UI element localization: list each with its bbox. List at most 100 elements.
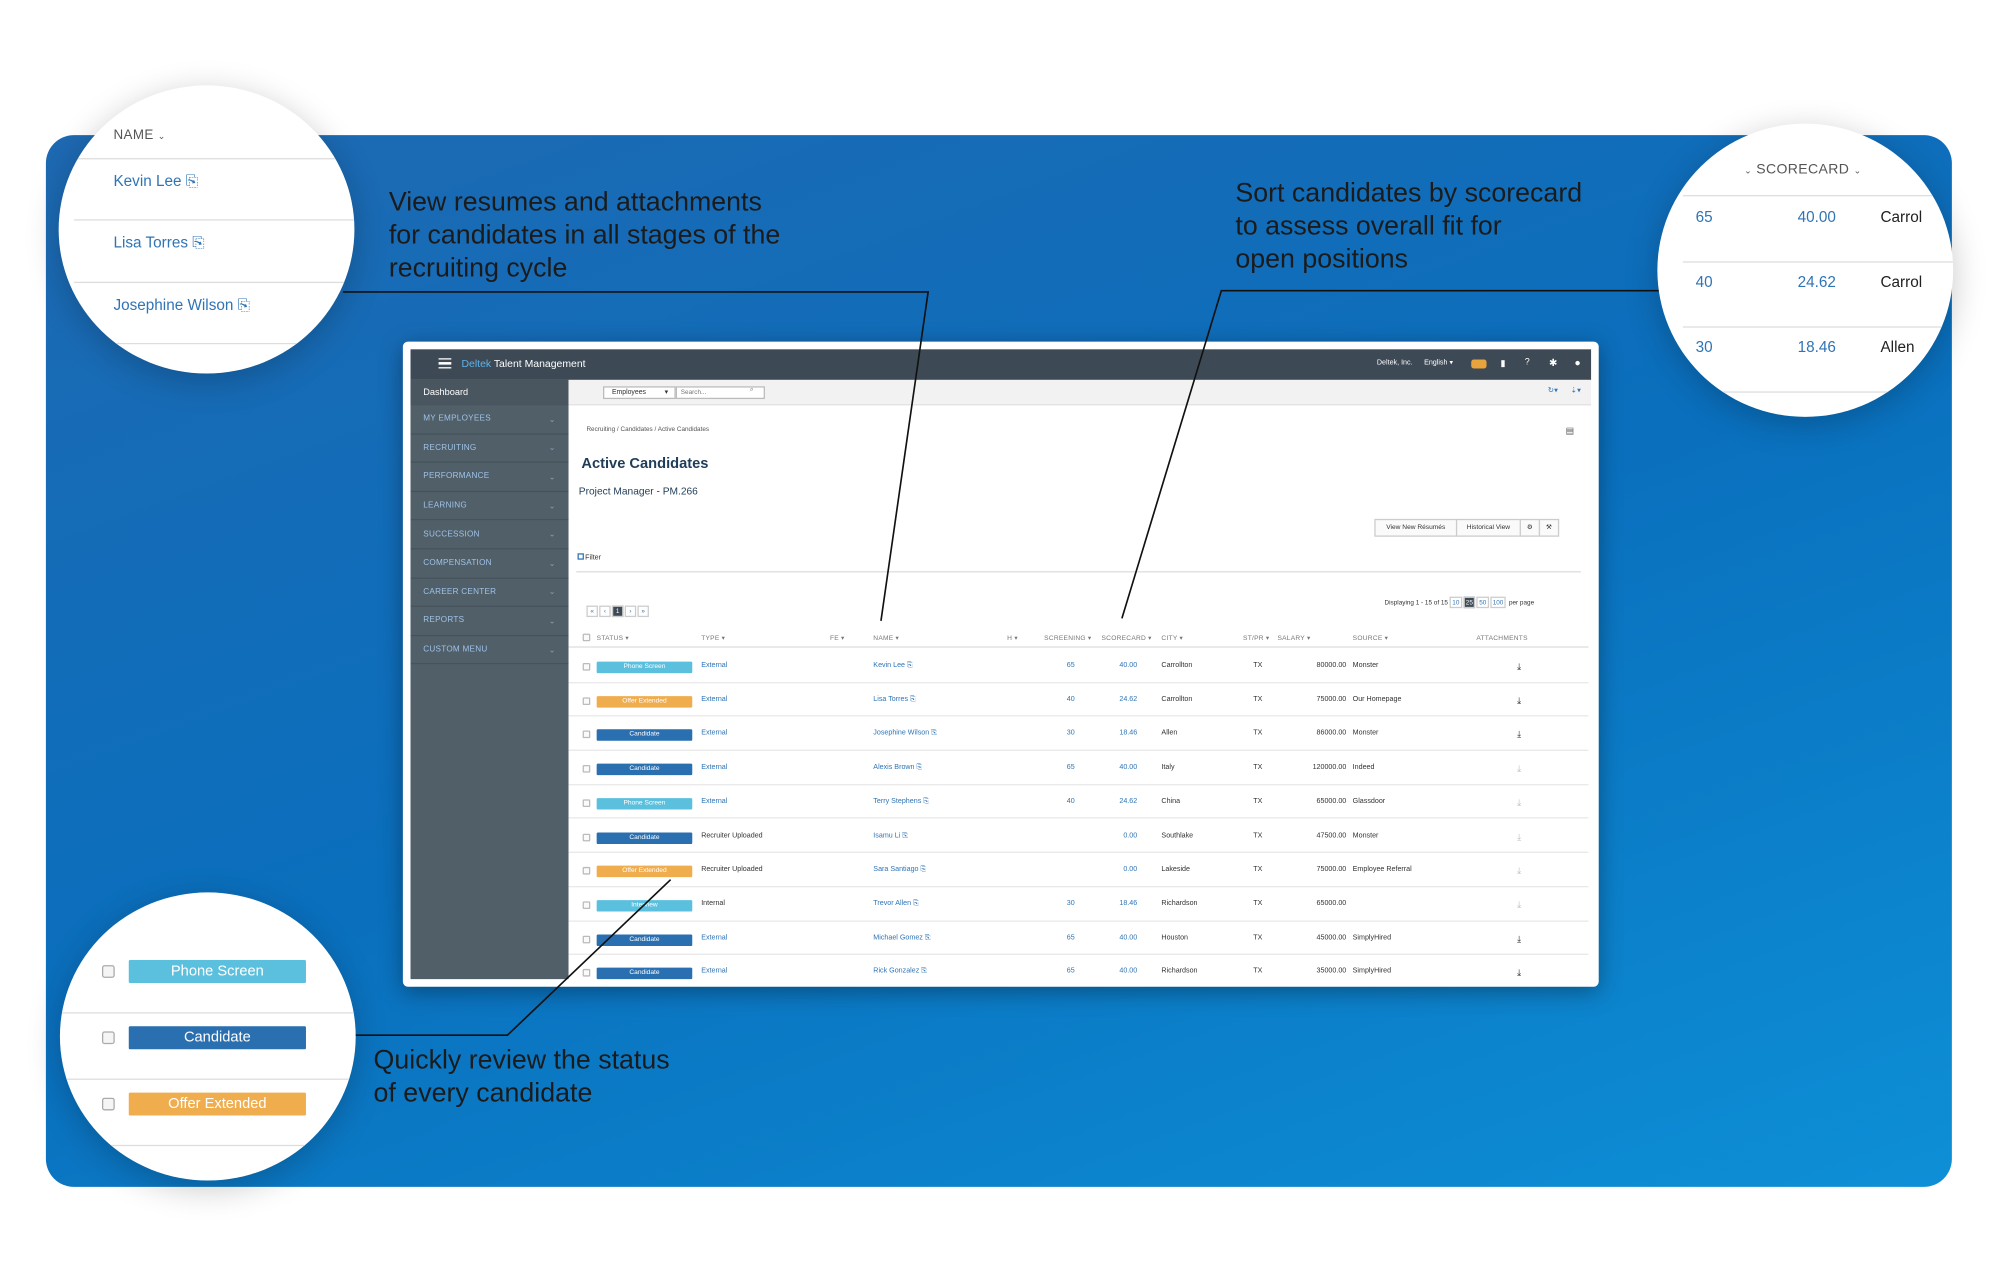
user-icon[interactable]: ● xyxy=(1574,356,1581,369)
download-icon[interactable]: ⤓ xyxy=(1517,935,1522,945)
menu-icon[interactable] xyxy=(438,358,452,369)
document-icon[interactable]: ⎘ xyxy=(920,865,927,874)
sidebar-dashboard[interactable]: Dashboard xyxy=(410,379,569,406)
download-icon[interactable]: ⤓ xyxy=(1517,969,1522,979)
sidebar-item-succession[interactable]: SUCCESSION ⌄ xyxy=(410,521,569,550)
refresh-icon[interactable]: ↻▾ xyxy=(1547,387,1558,396)
candidate-name-link[interactable]: Isamu Li ⎘ xyxy=(873,831,908,840)
scorecard-cell[interactable]: 40.00 xyxy=(1119,968,1138,976)
column-header-salary[interactable]: SALARY ▾ xyxy=(1277,634,1311,643)
row-checkbox[interactable] xyxy=(582,799,591,807)
last-page-button[interactable]: » xyxy=(637,605,649,618)
row-checkbox[interactable] xyxy=(101,1031,115,1045)
book-icon[interactable]: ▮ xyxy=(1500,359,1506,369)
candidate-name-link[interactable]: Sara Santiago ⎘ xyxy=(873,865,927,874)
column-header-name[interactable]: NAME ▾ xyxy=(873,634,900,643)
type-cell[interactable]: External xyxy=(701,763,728,772)
search-scope-select[interactable]: Employees ▾ xyxy=(603,386,676,400)
page-size-25[interactable]: 25 xyxy=(1463,596,1476,609)
search-icon[interactable]: ⌕ xyxy=(749,386,754,394)
table-row[interactable]: Offer Extended External Lisa Torres ⎘ 40 24.… xyxy=(568,683,1589,717)
app-brand[interactable]: Deltek Talent Management xyxy=(461,358,586,370)
download-icon[interactable]: ⤓ xyxy=(1517,901,1522,911)
column-header-scorecard[interactable]: SCORECARD ▾ xyxy=(1101,634,1152,643)
table-row[interactable]: Candidate External Alexis Brown ⎘ 65 40.00 It… xyxy=(568,751,1589,786)
document-icon[interactable]: ⎘ xyxy=(931,729,937,738)
download-icon[interactable]: ⤓ xyxy=(1517,765,1522,774)
candidate-name-link[interactable]: Alexis Brown ⎘ xyxy=(873,763,923,772)
column-header-screening[interactable]: SCREENING ▾ xyxy=(1044,634,1092,643)
row-checkbox[interactable] xyxy=(582,765,591,773)
document-icon[interactable]: ⎘ xyxy=(902,831,908,840)
table-row[interactable]: Candidate Recruiter Uploaded Isamu Li ⎘ 0.0… xyxy=(568,819,1589,854)
download-icon[interactable]: ⤓ xyxy=(1517,662,1522,672)
column-header-attachments[interactable]: ATTACHMENTS xyxy=(1476,634,1528,643)
view-new-resumes-button[interactable]: View New Résumés xyxy=(1374,518,1458,537)
download-icon[interactable]: ⤓ xyxy=(1517,833,1522,843)
table-row[interactable]: Interview Internal Trevor Allen ⎘ 30 18.46 Ri… xyxy=(568,887,1589,922)
type-cell[interactable]: External xyxy=(701,797,728,806)
sidebar-item-learning[interactable]: LEARNING ⌄ xyxy=(410,492,569,521)
scorecard-cell[interactable]: 40.00 xyxy=(1119,661,1138,670)
sidebar-item-performance[interactable]: PERFORMANCE ⌄ xyxy=(410,463,569,492)
scorecard-cell[interactable]: 0.00 xyxy=(1123,831,1138,840)
candidate-name-link[interactable]: Josephine Wilson ⎘ xyxy=(873,729,937,738)
column-header-st-pr[interactable]: ST/PR ▾ xyxy=(1243,634,1270,643)
next-page-button[interactable]: › xyxy=(624,605,637,618)
filter-toggle[interactable]: Filter xyxy=(577,553,601,562)
zoom-scorecard-value[interactable]: 24.62 xyxy=(1797,272,1836,291)
scorecard-cell[interactable]: 24.62 xyxy=(1119,797,1138,806)
zoom-name-row[interactable]: Lisa Torres ⎘ xyxy=(113,233,205,252)
first-page-button[interactable]: « xyxy=(586,605,598,618)
row-checkbox[interactable] xyxy=(101,965,115,978)
document-icon[interactable]: ⎘ xyxy=(916,763,923,772)
candidate-name-link[interactable]: Kevin Lee ⎘ xyxy=(873,661,913,670)
row-checkbox[interactable] xyxy=(582,833,591,841)
sidebar-item-career-center[interactable]: CAREER CENTER ⌄ xyxy=(410,578,569,608)
zoom-name-row[interactable]: Josephine Wilson ⎘ xyxy=(113,295,250,314)
language-select[interactable]: English ▾ xyxy=(1424,359,1454,368)
page-size-100[interactable]: 100 xyxy=(1490,596,1506,609)
document-icon[interactable]: ⎘ xyxy=(185,172,199,190)
candidate-name-link[interactable]: Trevor Allen ⎘ xyxy=(873,899,919,908)
table-row[interactable]: Phone Screen External Kevin Lee ⎘ 65 40.00 Ca… xyxy=(568,649,1589,683)
table-row[interactable]: Candidate External Michael Gomez ⎘ 65 40.00 H… xyxy=(568,921,1589,956)
scorecard-cell[interactable]: 24.62 xyxy=(1119,695,1138,704)
row-checkbox[interactable] xyxy=(582,935,591,943)
type-cell[interactable]: External xyxy=(701,968,728,976)
document-icon[interactable]: ⎘ xyxy=(921,968,927,976)
help-icon[interactable]: ? xyxy=(1524,358,1530,368)
download-icon[interactable]: ⤓ xyxy=(1517,799,1522,809)
gear-icon[interactable]: ✱ xyxy=(1549,356,1558,369)
sidebar-item-my-employees[interactable]: MY EMPLOYEES ⌄ xyxy=(410,405,569,435)
settings-button[interactable]: ⚙ xyxy=(1519,518,1541,537)
scorecard-cell[interactable]: 18.46 xyxy=(1119,729,1138,738)
scorecard-cell[interactable]: 18.46 xyxy=(1119,899,1138,908)
sidebar-item-compensation[interactable]: COMPENSATION ⌄ xyxy=(410,549,569,579)
prev-page-button[interactable]: ‹ xyxy=(599,605,611,618)
table-row[interactable]: Candidate External Rick Gonzalez ⎘ 65 40.00 R… xyxy=(569,955,1589,986)
candidate-name-link[interactable]: Rick Gonzalez ⎘ xyxy=(873,968,927,976)
scorecard-cell[interactable]: 0.00 xyxy=(1123,865,1138,874)
zoom-scorecard-value[interactable]: 18.46 xyxy=(1797,337,1836,356)
column-header-fe[interactable]: FE ▾ xyxy=(829,634,845,643)
document-icon[interactable]: ⎘ xyxy=(192,233,205,252)
tools-button[interactable]: ⚒ xyxy=(1538,518,1560,537)
column-header-status[interactable]: STATUS ▾ xyxy=(596,634,630,643)
historical-view-button[interactable]: Historical View xyxy=(1455,518,1521,537)
row-checkbox[interactable] xyxy=(101,1097,115,1111)
row-checkbox[interactable] xyxy=(582,731,591,739)
zoom-name-row[interactable]: Kevin Lee ⎘ xyxy=(113,172,199,190)
table-row[interactable]: Offer Extended Recruiter Uploaded Sara San… xyxy=(568,853,1589,888)
document-icon[interactable]: ⎘ xyxy=(923,797,929,806)
row-checkbox[interactable] xyxy=(582,969,591,977)
row-checkbox[interactable] xyxy=(582,696,591,705)
type-cell[interactable]: External xyxy=(701,729,728,738)
company-name[interactable]: Deltek, Inc. xyxy=(1376,359,1413,368)
notification-icon[interactable] xyxy=(1471,359,1487,369)
select-all-checkbox[interactable] xyxy=(582,633,591,642)
table-row[interactable]: Candidate External Josephine Wilson ⎘ 30 18.… xyxy=(568,717,1589,752)
breadcrumb-recruiting[interactable]: Recruiting xyxy=(586,425,616,434)
sidebar-item-custom-menu[interactable]: CUSTOM MENU ⌄ xyxy=(410,636,569,665)
pin-icon[interactable]: ⇣▾ xyxy=(1570,387,1581,396)
